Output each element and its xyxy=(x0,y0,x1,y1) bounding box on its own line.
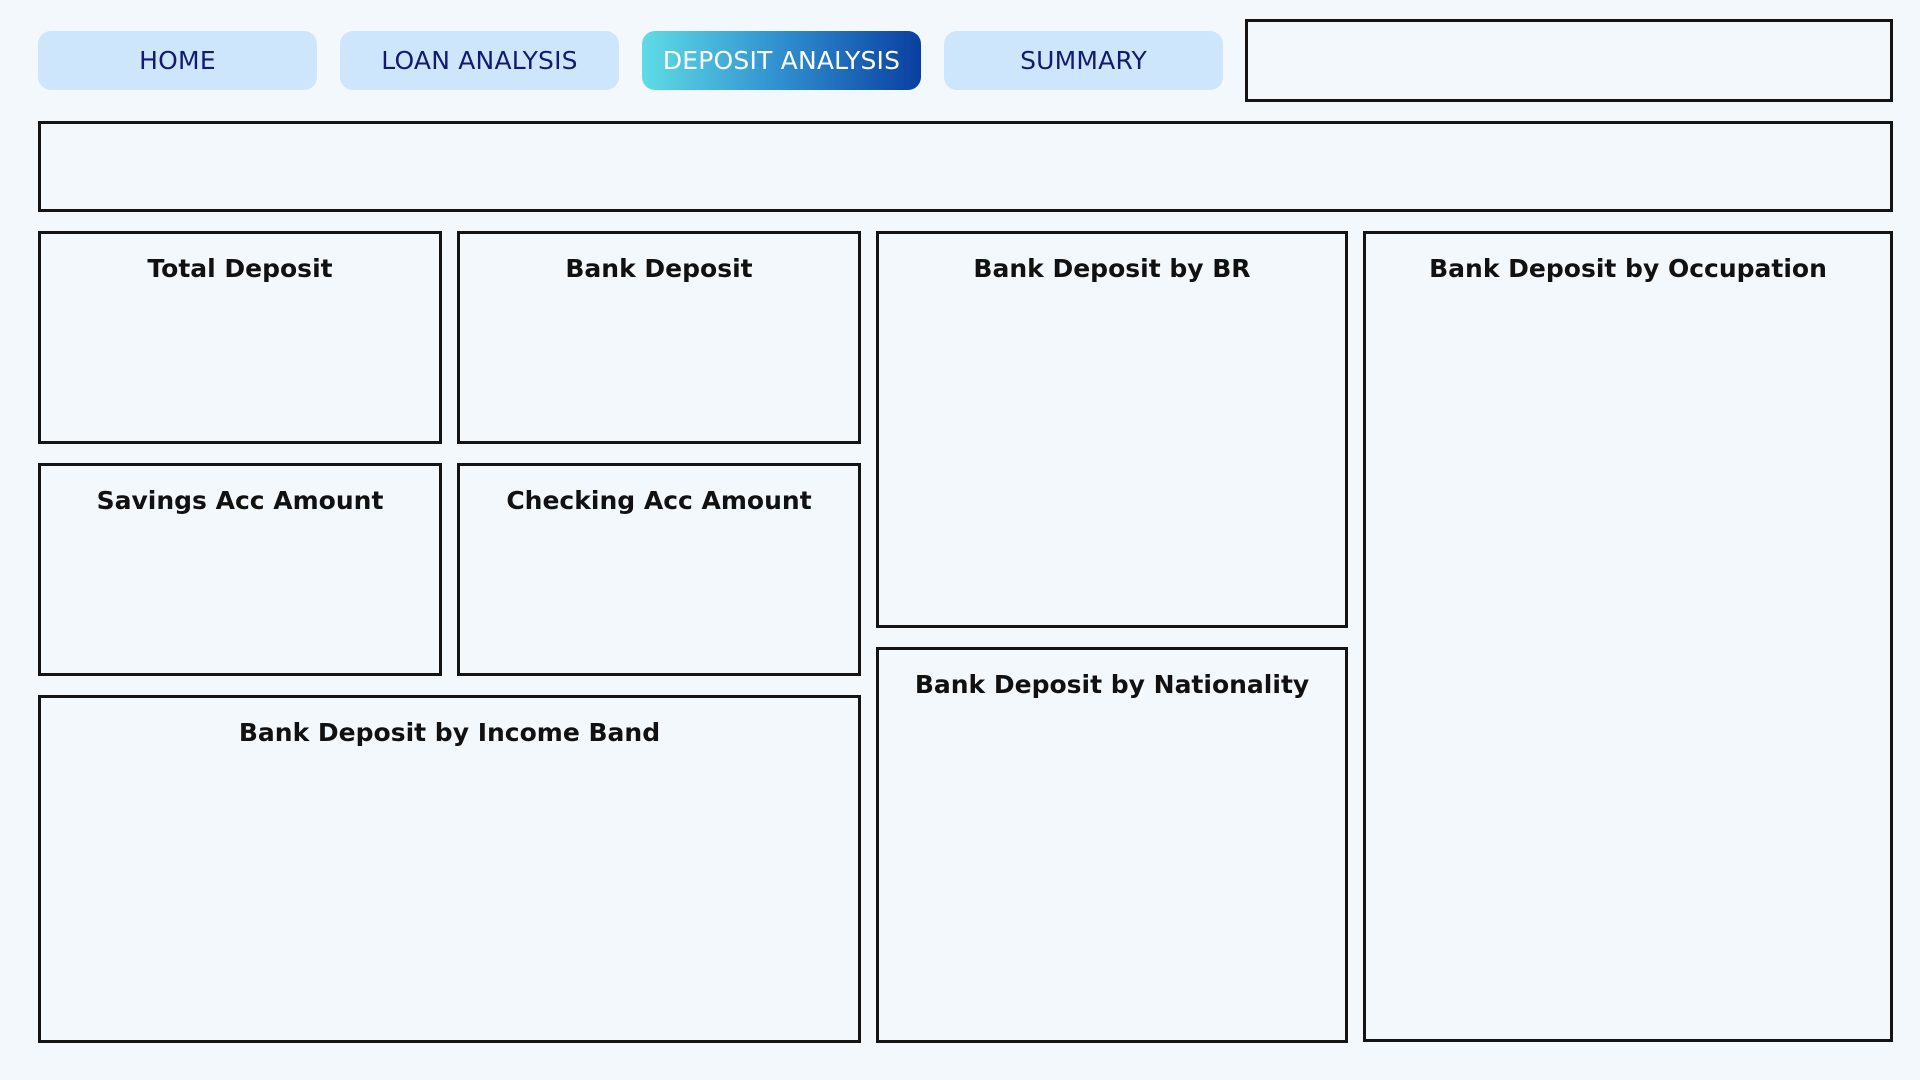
income-band-panel: Bank Deposit by Income Band xyxy=(38,695,861,1043)
bank-deposit-card: Bank Deposit xyxy=(457,231,861,444)
savings-acc-amount-card: Savings Acc Amount xyxy=(38,463,442,676)
by-occupation-title: Bank Deposit by Occupation xyxy=(1429,254,1827,283)
by-nationality-title: Bank Deposit by Nationality xyxy=(914,670,1310,699)
checking-acc-amount-title: Checking Acc Amount xyxy=(506,486,812,515)
tab-home[interactable]: HOME xyxy=(38,31,317,90)
filter-box[interactable] xyxy=(1245,19,1893,102)
bank-deposit-title: Bank Deposit xyxy=(565,254,753,283)
income-band-title: Bank Deposit by Income Band xyxy=(238,718,661,747)
banner-box xyxy=(38,121,1893,212)
tab-loan-analysis[interactable]: LOAN ANALYSIS xyxy=(340,31,619,90)
by-br-panel: Bank Deposit by BR xyxy=(876,231,1348,628)
savings-acc-amount-title: Savings Acc Amount xyxy=(96,486,384,515)
by-occupation-panel: Bank Deposit by Occupation xyxy=(1363,231,1893,1042)
checking-acc-amount-card: Checking Acc Amount xyxy=(457,463,861,676)
by-nationality-panel: Bank Deposit by Nationality xyxy=(876,647,1348,1043)
tab-deposit-analysis[interactable]: DEPOSIT ANALYSIS xyxy=(642,31,921,90)
total-deposit-card: Total Deposit xyxy=(38,231,442,444)
by-br-title: Bank Deposit by BR xyxy=(973,254,1251,283)
tab-summary[interactable]: SUMMARY xyxy=(944,31,1223,90)
total-deposit-title: Total Deposit xyxy=(147,254,333,283)
